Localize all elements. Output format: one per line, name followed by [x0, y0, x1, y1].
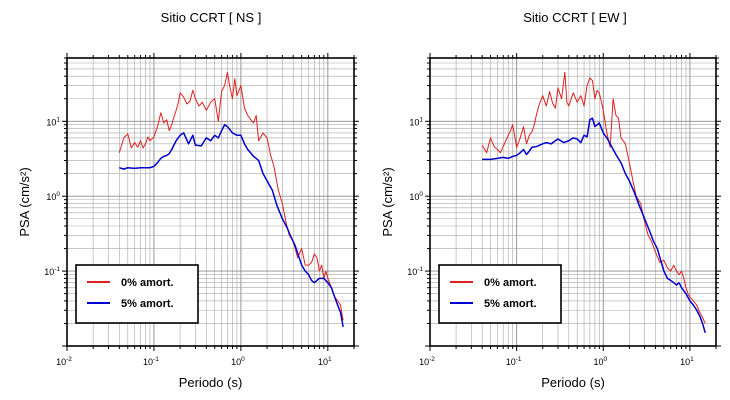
x-tick-label: 10-1 [506, 356, 522, 367]
x-tick-label: 10-2 [419, 356, 435, 367]
legend: 0% amort. 5% amort. [75, 264, 199, 324]
x-tick-label: 101 [318, 356, 332, 367]
chart-panel-1: 10-2 10-1 100 101 10-1 100 101 Sitio CCRT [ EW … [380, 10, 721, 390]
x-tick-label: 10-1 [143, 356, 159, 367]
legend-label: 0% amort. [484, 277, 537, 289]
y-axis-label: PSA (cm/s²) [17, 167, 32, 236]
series-line-blue [482, 117, 706, 334]
legend-label: 5% amort. [484, 298, 537, 310]
series-line-red [118, 71, 344, 321]
chart-title: Sitio CCRT [ NS ] [161, 10, 262, 25]
chart-panel-0: 10-2 10-1 100 101 10-1 100 101 Sitio CCRT [ NS … [17, 10, 359, 390]
x-axis-label: Periodo (s) [179, 375, 243, 390]
legend-label: 0% amort. [121, 277, 174, 289]
y-tick-label: 100 [409, 191, 423, 202]
x-tick-label: 100 [593, 356, 607, 367]
series-line-red [481, 71, 706, 324]
plot-frame [429, 57, 717, 347]
chart-title: Sitio CCRT [ EW ] [523, 10, 627, 25]
legend-box [438, 264, 562, 324]
series-line-blue [119, 123, 344, 328]
legend-label: 5% amort. [121, 298, 174, 310]
x-tick-label: 100 [231, 356, 245, 367]
axis-ticks [425, 53, 721, 351]
y-tick-label: 100 [46, 191, 60, 202]
y-tick-label: 101 [46, 116, 60, 127]
y-tick-label: 10-1 [44, 266, 60, 277]
y-axis-label: PSA (cm/s²) [380, 167, 395, 236]
y-tick-label: 101 [409, 116, 423, 127]
x-tick-label: 101 [680, 356, 694, 367]
legend-box [75, 264, 199, 324]
x-axis-label: Periodo (s) [541, 375, 605, 390]
axis-ticks [62, 53, 359, 351]
legend: 0% amort. 5% amort. [438, 264, 562, 324]
grid [67, 58, 354, 346]
plot-frame [66, 57, 355, 347]
x-tick-label: 10-2 [56, 356, 72, 367]
y-tick-label: 10-1 [407, 266, 423, 277]
